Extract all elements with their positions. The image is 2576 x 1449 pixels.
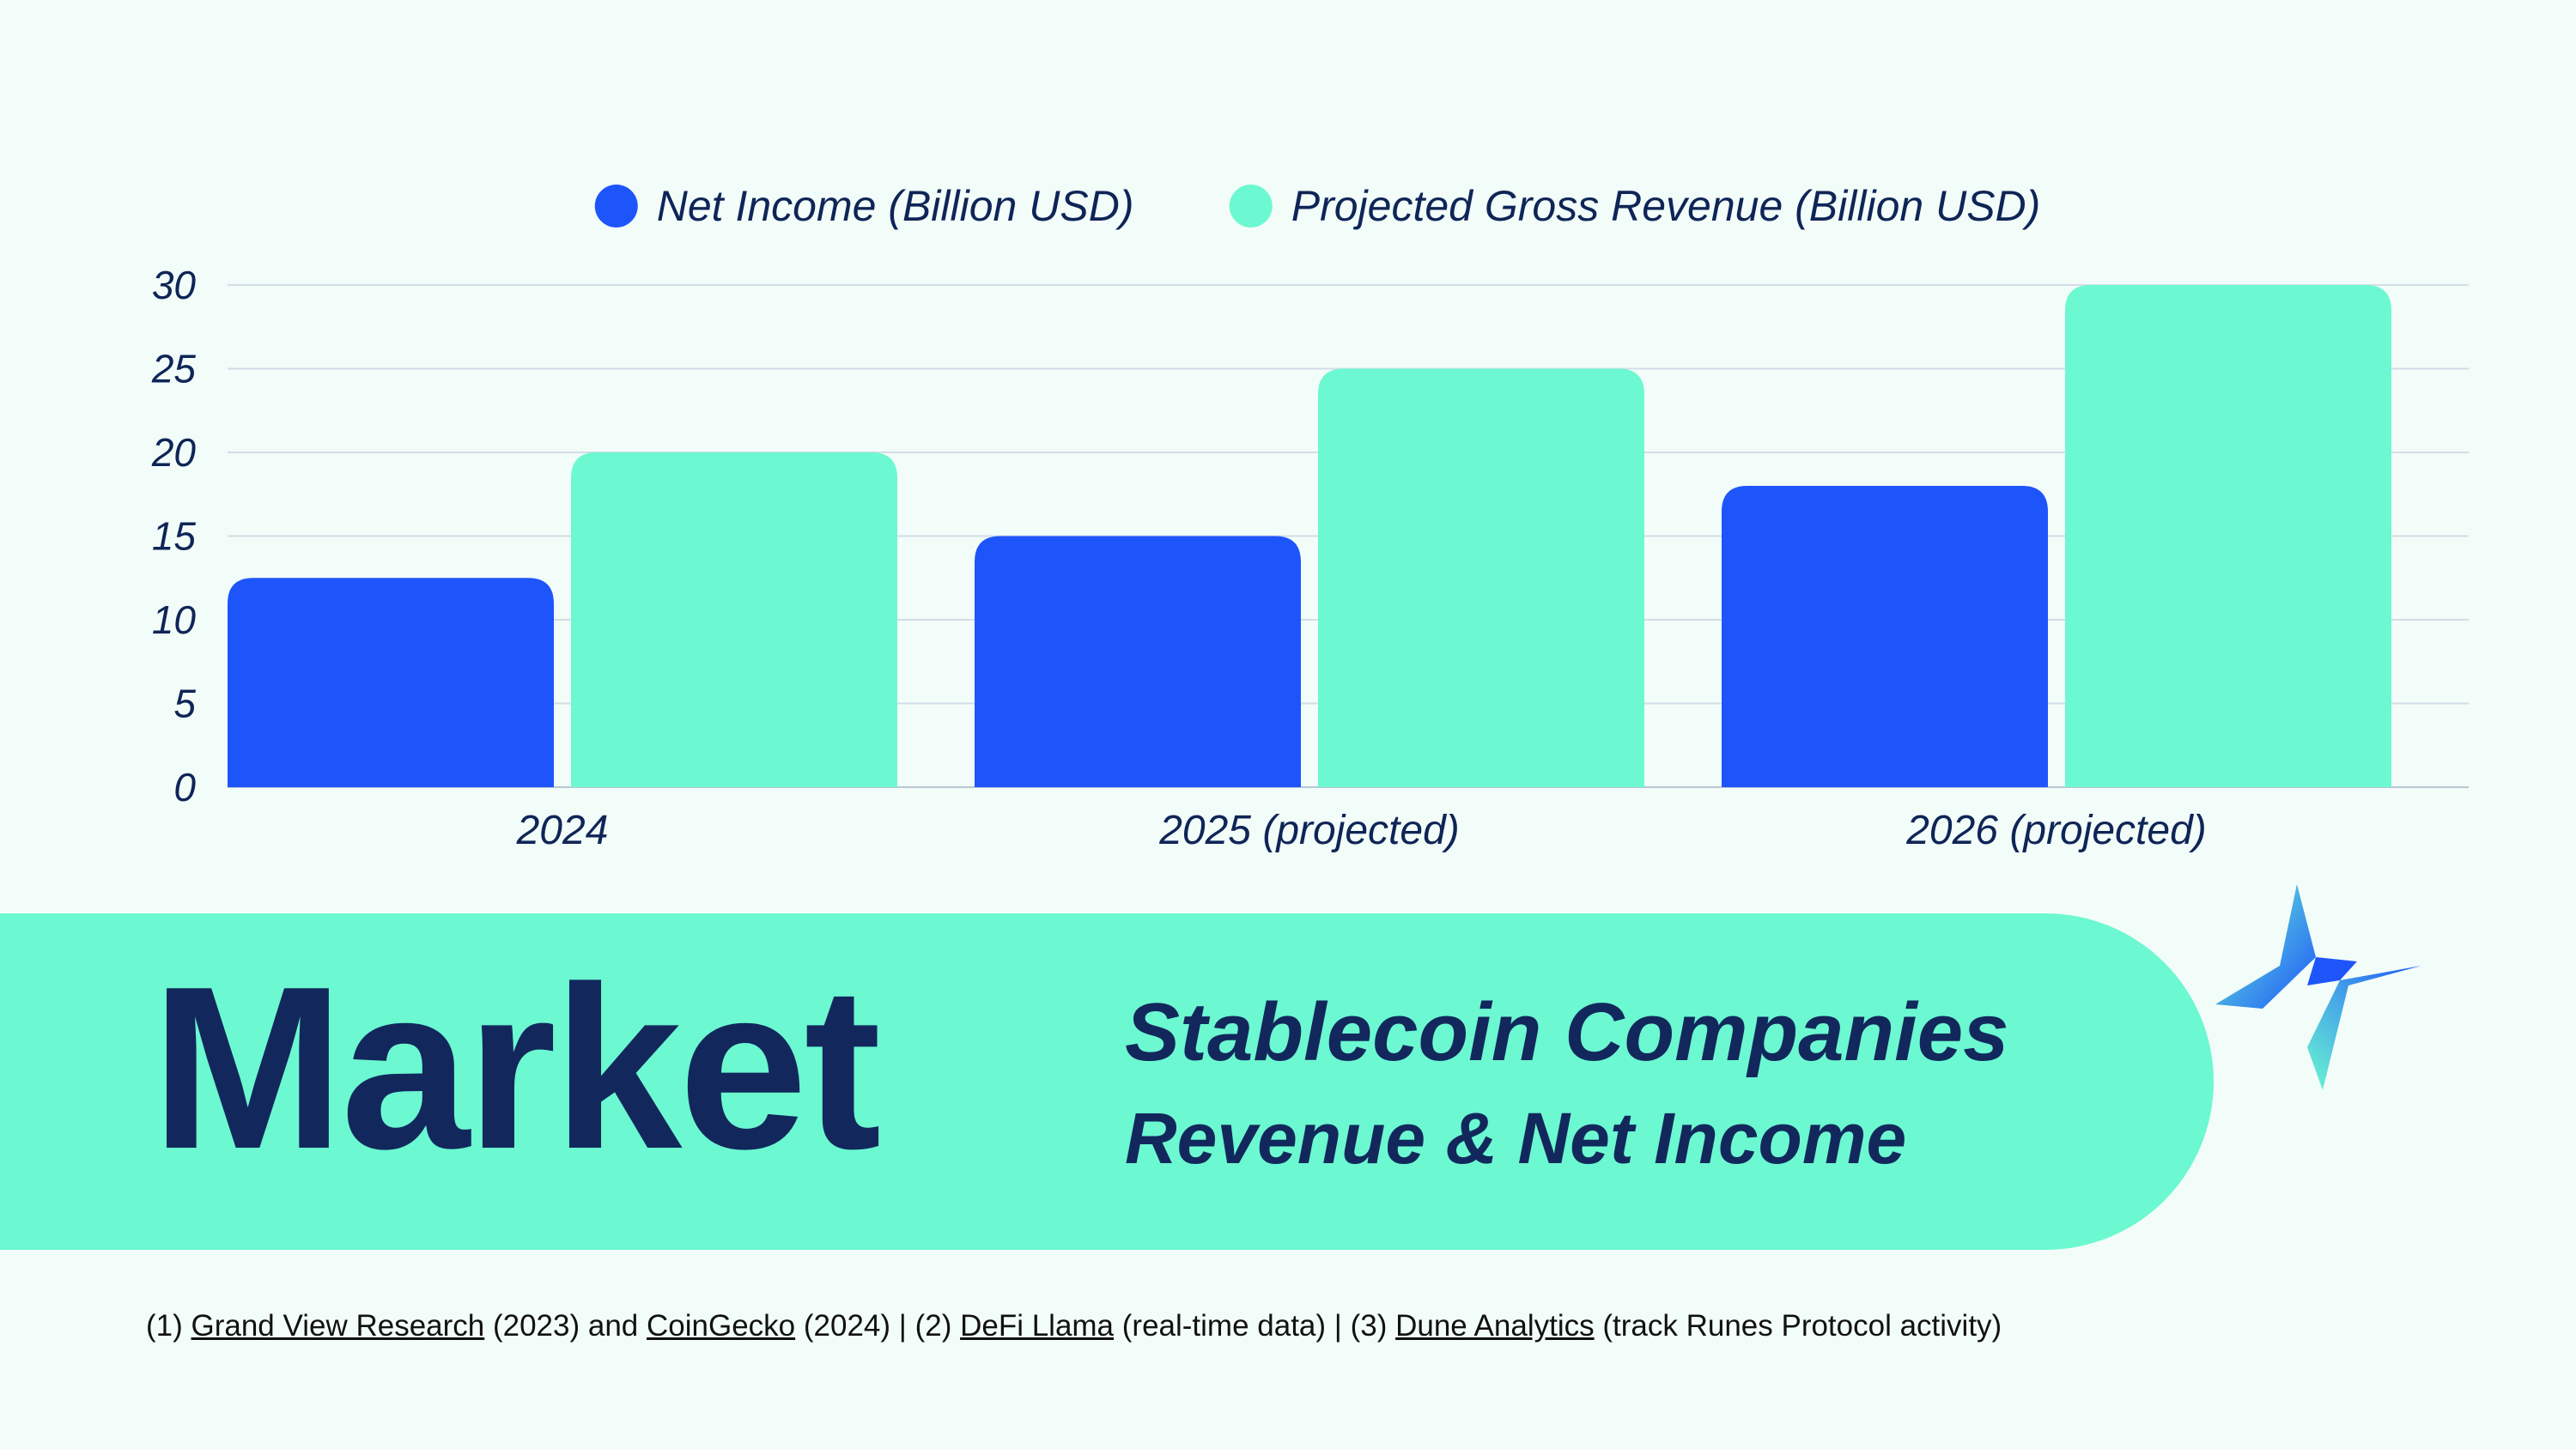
y-tick-label: 15 — [152, 514, 197, 559]
source-link-coingecko[interactable]: CoinGecko — [647, 1309, 796, 1343]
y-tick-label: 25 — [151, 347, 197, 391]
footnote-text-1: (1) — [146, 1309, 191, 1343]
page-title: Market — [151, 939, 881, 1197]
y-tick-label: 20 — [151, 430, 197, 475]
footnote-text-3: (2024) | (2) — [795, 1309, 961, 1343]
source-link-dune-analytics[interactable]: Dune Analytics — [1395, 1309, 1595, 1343]
y-tick-label: 0 — [173, 765, 196, 809]
source-link-defi-llama[interactable]: DeFi Llama — [960, 1309, 1115, 1343]
legend-swatch — [1229, 185, 1273, 227]
footnote-text-4: (real-time data) | (3) — [1114, 1309, 1396, 1343]
title-banner — [0, 913, 2214, 1250]
bar-gross-revenue — [1318, 368, 1644, 787]
y-tick-label: 5 — [173, 682, 196, 726]
bar-chart: 0 5 10 15 20 25 30 2024 2025 (projected) 2026 (pr… — [151, 182, 2469, 853]
bar-gross-revenue — [571, 452, 897, 787]
y-tick-label: 10 — [152, 597, 197, 642]
footnote-text-5: (track Runes Protocol activity) — [1594, 1309, 2002, 1343]
source-link-grand-view-research[interactable]: Grand View Research — [191, 1309, 485, 1343]
sparkle-star-logo-icon — [2215, 884, 2421, 1090]
sources-footnote: (1) Grand View Research (2023) and CoinG… — [146, 1309, 2002, 1343]
chart-subtitle: Stablecoin Companies — [1125, 986, 2009, 1078]
bar-net-income — [1722, 486, 2048, 787]
chart-subsubtitle: Revenue & Net Income — [1125, 1098, 1907, 1179]
y-tick-label: 30 — [152, 263, 197, 307]
legend-label: Net Income (Billion USD) — [657, 182, 1134, 230]
x-category-label: 2025 (projected) — [1158, 808, 1460, 853]
x-category-label: 2024 — [516, 808, 609, 853]
bar-net-income — [975, 536, 1301, 787]
bar-gross-revenue — [2065, 285, 2391, 787]
x-category-label: 2026 (projected) — [1905, 808, 2207, 853]
bar-net-income — [228, 578, 554, 787]
legend-swatch — [594, 185, 638, 227]
legend-label: Projected Gross Revenue (Billion USD) — [1291, 182, 2041, 230]
footnote-text-2: (2023) and — [484, 1309, 647, 1343]
